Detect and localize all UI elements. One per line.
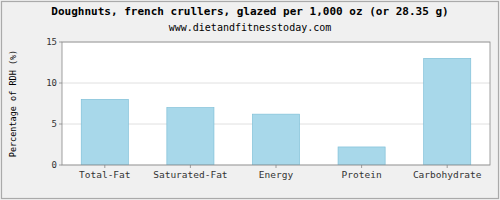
tick-label: 15 — [46, 37, 57, 47]
figure-border — [2, 2, 499, 199]
plot-background — [62, 42, 490, 165]
bar — [338, 147, 385, 165]
bar — [252, 114, 299, 165]
category-label: Total-Fat — [79, 169, 130, 180]
tick-mark — [59, 124, 62, 125]
chart: 0 5 10 15 Total-Fat Saturated-Fat Energy Protei… — [0, 0, 500, 200]
tick-label: 5 — [52, 119, 57, 129]
x-tick-mark — [447, 165, 448, 168]
x-tick-mark — [361, 165, 362, 168]
tick-mark — [59, 42, 62, 43]
tick-mark — [59, 83, 62, 84]
x-tick-mark — [104, 165, 105, 168]
subtitle: www.dietandfitnesstoday.com — [169, 22, 332, 33]
background — [0, 0, 500, 200]
tick-label: 0 — [52, 160, 57, 170]
category-label: Carbohydrate — [413, 169, 482, 180]
category-label: Saturated-Fat — [153, 169, 227, 180]
bar — [424, 58, 471, 165]
title: Doughnuts, french crullers, glazed per 1… — [51, 5, 448, 18]
bars — [81, 58, 470, 165]
tick-label: 10 — [46, 78, 57, 88]
bar — [167, 108, 214, 165]
category-label: Protein — [342, 169, 382, 180]
y-axis-label: Percentage of RDH (%) — [8, 50, 18, 157]
tick-mark — [59, 165, 62, 166]
x-tick-mark — [276, 165, 277, 168]
plot-frame — [62, 42, 490, 165]
category-label: Energy — [259, 169, 294, 180]
bar — [81, 99, 128, 165]
x-tick-mark — [190, 165, 191, 168]
